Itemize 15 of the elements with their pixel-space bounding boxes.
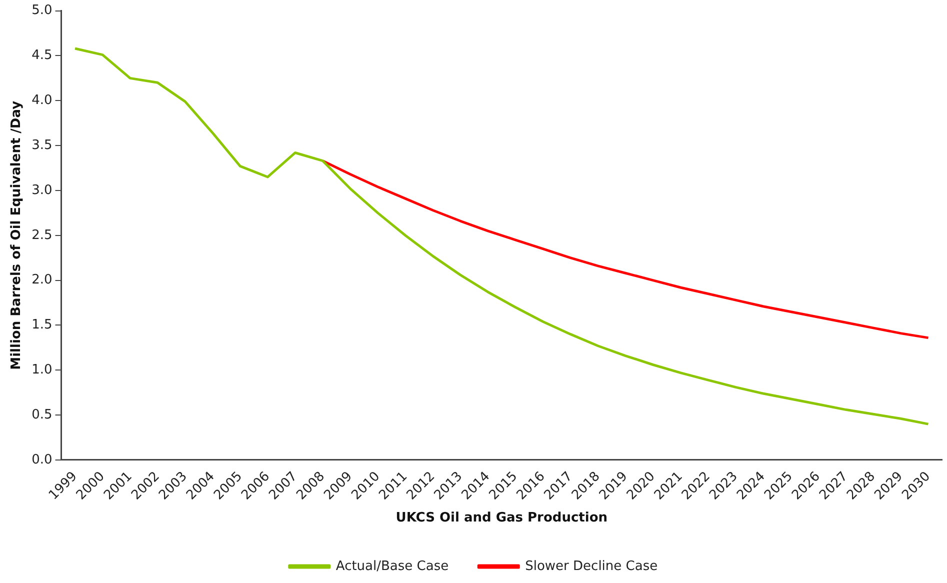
legend-label: Slower Decline Case (525, 558, 658, 574)
y-axis-title: Million Barrels of Oil Equivalent /Day (9, 100, 24, 370)
y-tick-label: 0.0 (32, 452, 52, 468)
y-tick-label: 0.5 (32, 407, 52, 422)
legend-label: Actual/Base Case (336, 558, 449, 574)
y-tick-label: 4.0 (32, 93, 52, 108)
x-axis-title: UKCS Oil and Gas Production (396, 510, 608, 526)
y-tick-label: 5.0 (32, 3, 52, 18)
y-tick-label: 1.5 (32, 318, 52, 333)
y-tick-label: 3.0 (32, 182, 52, 198)
y-tick-label: 4.5 (32, 48, 52, 64)
y-tick-label: 2.5 (32, 228, 52, 243)
y-tick-label: 3.5 (32, 138, 52, 153)
y-tick-label: 1.0 (32, 362, 52, 378)
y-tick-label: 2.0 (32, 272, 52, 288)
